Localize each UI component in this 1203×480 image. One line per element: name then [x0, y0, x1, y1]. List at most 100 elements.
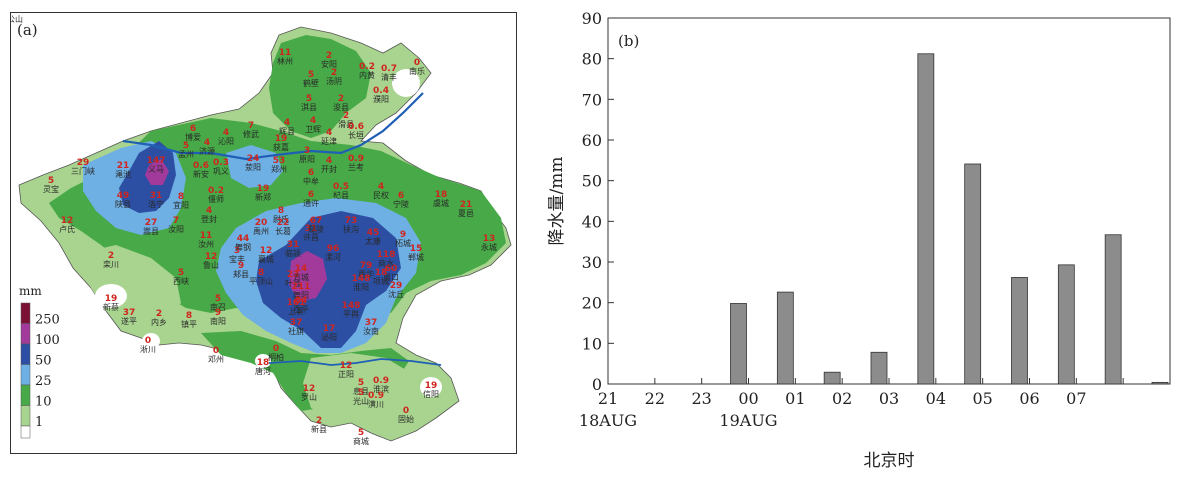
- station-value: 161: [287, 298, 306, 308]
- station-value: 4: [378, 182, 384, 192]
- station-name: 长葛: [275, 226, 291, 236]
- y-tick-label: 40: [582, 212, 602, 231]
- station-name: 沁阳: [218, 136, 234, 146]
- rain-zone-100-250-west: [145, 159, 169, 185]
- station-name: 西平: [293, 305, 309, 314]
- station-name: 卫辉: [305, 125, 321, 134]
- station-value: 8: [278, 206, 284, 216]
- legend-level-10: 10: [35, 395, 52, 410]
- station-name: 淇县: [301, 103, 317, 112]
- rain-zone-10-25-north: [269, 35, 371, 138]
- station-value: 4: [326, 156, 332, 166]
- station-name: 延津: [321, 136, 337, 146]
- station-value: 9: [400, 230, 406, 240]
- station-value: 17: [323, 324, 336, 334]
- precipitation-map-panel: (a) mm 250 100 50 25 10 1 11 林州 2 安阳 5 鹤壁 2 汤阴 0.2 内黄 0.…: [0, 6, 517, 454]
- bar-04: [964, 163, 982, 385]
- y-tick-label: 0: [592, 375, 602, 394]
- station-name: 鄢陵: [308, 225, 324, 234]
- station-value: 5: [308, 70, 314, 80]
- x-tick-label: 07: [1066, 389, 1086, 408]
- station-value: 45: [367, 228, 380, 238]
- station-name: 临颍: [285, 248, 301, 258]
- station-name: 淮阳: [353, 282, 369, 292]
- station-value: 0.4: [373, 86, 389, 96]
- station-value: 148: [342, 301, 361, 311]
- rain-zone-100-250-southeast: [289, 251, 327, 301]
- legend-unit: mm: [19, 284, 42, 298]
- station-name: 信阳: [423, 389, 439, 399]
- station-value: 3: [234, 246, 240, 256]
- station-name: 漯河: [325, 252, 341, 262]
- station-name: 渑池: [115, 169, 131, 179]
- station-value: 12: [205, 252, 218, 262]
- station-value: 148: [352, 274, 371, 284]
- station-value: 60: [385, 264, 398, 274]
- station-name: 洛宁: [148, 199, 164, 209]
- station-value: 12: [303, 384, 316, 394]
- station-name: 义马: [148, 165, 164, 174]
- station-value: 6: [190, 124, 196, 134]
- y-tick-label: 90: [582, 9, 602, 28]
- station-name: 获嘉: [273, 142, 289, 152]
- station-value: 3: [304, 146, 310, 156]
- rain-zone-none-dengzhou: [142, 333, 160, 349]
- station-name: 荥阳: [245, 162, 261, 172]
- legend-swatch-1: [20, 405, 31, 427]
- station-value: 5: [306, 94, 312, 104]
- station-name: 卢氏: [59, 224, 75, 234]
- station-value: 8: [178, 192, 184, 202]
- station-name: 夏邑: [458, 209, 474, 218]
- station-value: 0: [213, 346, 219, 356]
- huai-river: [268, 358, 442, 366]
- station-name: 中牟: [303, 176, 319, 186]
- station-value: 13: [483, 234, 496, 244]
- station-name: 修武: [243, 129, 259, 139]
- station-value: 12: [260, 246, 273, 256]
- station-value: 6: [308, 190, 314, 200]
- station-name: 商水: [378, 258, 394, 268]
- station-value: 4: [326, 128, 332, 138]
- station-value: 4: [223, 128, 229, 138]
- station-value: 0.7: [381, 64, 397, 74]
- station-value: 19: [425, 381, 438, 391]
- station-value: 31: [150, 191, 163, 201]
- station-name: 新蔡: [103, 302, 119, 312]
- station-value: 11: [200, 231, 213, 241]
- y-axis: 0 10 20 30 40 50 60 70 80 90: [582, 9, 614, 394]
- station-value: 18: [257, 358, 270, 368]
- station-value: 0.2: [208, 186, 224, 196]
- station-name: 汤阴: [326, 77, 342, 86]
- station-name: 陕县: [115, 199, 131, 209]
- station-value: 37: [365, 318, 378, 328]
- station-value: 0.2: [359, 62, 375, 72]
- x-tick-label: 02: [832, 389, 852, 408]
- legend-swatch-25: [20, 364, 31, 386]
- station-value: 20: [255, 218, 268, 228]
- station-name: 安阳: [321, 59, 337, 69]
- rain-zone-1-10-southeast: [303, 353, 431, 433]
- station-value: 49: [117, 191, 130, 201]
- station-value: 73: [345, 216, 358, 226]
- legend-swatch-100: [20, 323, 31, 345]
- station-name: 邓州: [208, 355, 224, 364]
- station-name: 栾川: [103, 259, 119, 269]
- legend-level-1: 1: [35, 415, 43, 430]
- station-name: 鹤壁: [303, 78, 319, 88]
- station-value: 5: [215, 294, 221, 304]
- station-value: 4: [206, 206, 212, 216]
- station-name: 三门峡: [71, 166, 95, 176]
- station-name: 光山: [353, 396, 369, 406]
- x-tick-label: 05: [972, 389, 992, 408]
- station-value: 5: [178, 268, 184, 278]
- station-name: 巩义: [213, 167, 229, 176]
- yellow-river: [122, 92, 424, 161]
- station-value: 5: [358, 428, 364, 438]
- x-axis: 21 22 23 00 01 02 03 04 05 06 07 18AUG 19AUG: [579, 378, 1124, 430]
- station-name: 淮滨: [373, 384, 389, 394]
- bar-23: [730, 303, 747, 385]
- station-name: 周口: [383, 273, 399, 282]
- legend-level-100: 100: [35, 333, 60, 348]
- station-value: 12: [61, 216, 74, 226]
